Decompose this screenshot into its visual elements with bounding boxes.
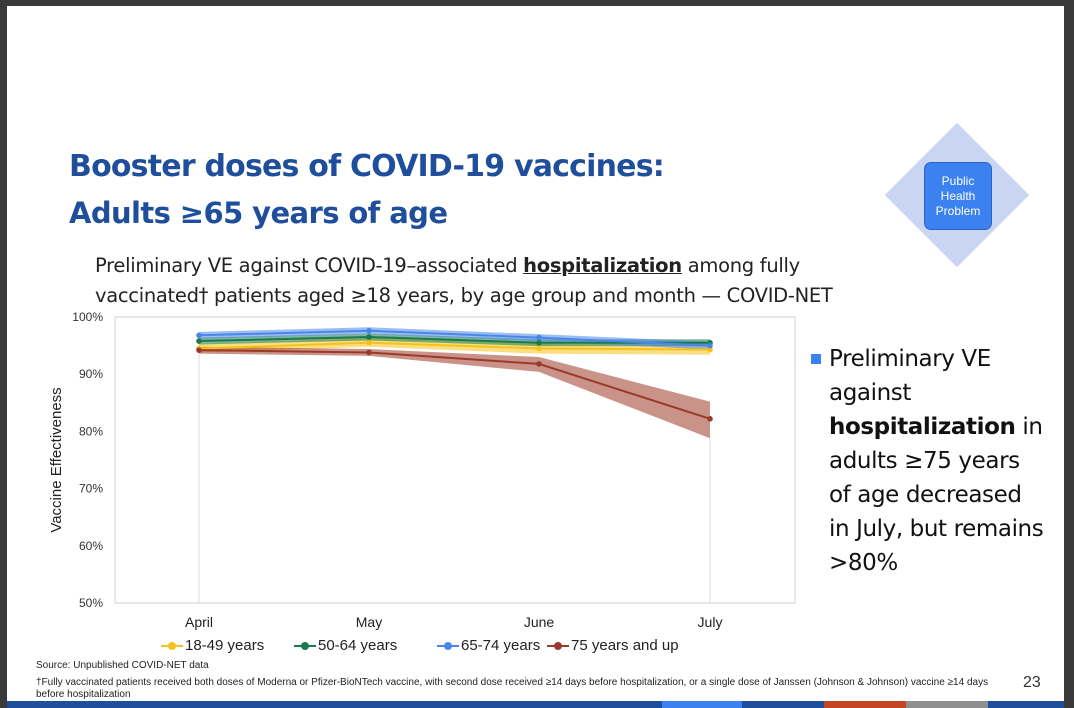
y-tick-label: 100% xyxy=(72,310,103,324)
series-line xyxy=(198,336,710,344)
ci-band xyxy=(199,327,710,350)
plot-area xyxy=(114,316,796,604)
data-point xyxy=(536,345,542,352)
slide: Booster doses of COVID-19 vaccines: Adul… xyxy=(7,6,1064,708)
x-tick-label: May xyxy=(356,614,382,630)
bottom-bar-segment xyxy=(906,701,988,708)
y-tick-label: 50% xyxy=(79,596,103,610)
legend-item: 65-74 years xyxy=(437,637,540,654)
badge-label: Public Health Problem xyxy=(935,173,981,218)
bottom-bar-segment xyxy=(742,701,824,708)
legend-swatch xyxy=(437,639,459,653)
bottom-bar-segment xyxy=(662,701,742,708)
data-point xyxy=(366,349,372,356)
slide-subtitle: Adults ≥65 years of age xyxy=(69,196,448,230)
legend-label: 50-64 years xyxy=(318,637,398,654)
bullet-text-bold: hospitalization xyxy=(829,414,1016,440)
data-point xyxy=(707,342,713,349)
legend-item: 75 years and up xyxy=(547,637,679,654)
ci-band xyxy=(199,346,710,439)
data-point xyxy=(707,416,713,422)
page-number: 23 xyxy=(1023,674,1041,691)
ve-line-chart: 50% 60% 70% 80% 90% 100% Vaccine Effectiveness… xyxy=(48,310,796,630)
x-tick-label: July xyxy=(698,614,723,630)
series-line xyxy=(198,349,711,420)
series-line xyxy=(198,329,711,347)
bullet-text-part2: in adults ≥75 years of age decreased in … xyxy=(829,414,1044,576)
chart-title-part2: among fully vaccinated† patients aged ≥1… xyxy=(95,254,833,307)
data-point xyxy=(536,339,542,346)
series-line xyxy=(198,341,711,351)
data-point xyxy=(366,327,372,334)
badge-box: Public Health Problem xyxy=(924,162,992,230)
data-point xyxy=(366,334,372,340)
data-point xyxy=(536,334,542,341)
data-point xyxy=(707,346,713,353)
legend-label: 65-74 years xyxy=(461,637,541,654)
y-axis-label: Vaccine Effectiveness xyxy=(48,387,65,532)
legend-swatch xyxy=(294,639,316,653)
chart-title-part1: Preliminary VE against COVID-19–associat… xyxy=(95,254,524,277)
data-point xyxy=(196,332,202,339)
chart-title: Preliminary VE against COVID-19–associat… xyxy=(95,251,865,311)
data-point xyxy=(196,347,202,353)
data-point xyxy=(196,338,202,344)
legend-swatch xyxy=(161,639,183,653)
bullet-text-part1: Preliminary VE against xyxy=(829,346,991,406)
chart-legend: 18-49 years 50-64 years 65-74 years 75 year… xyxy=(161,637,701,659)
chart-title-bold: hospitalization xyxy=(523,254,682,277)
bottom-bar-segment xyxy=(824,701,906,708)
footnote: †Fully vaccinated patients received both… xyxy=(36,677,989,700)
bottom-color-bar xyxy=(7,701,1064,708)
legend-item: 18-49 years xyxy=(161,637,264,654)
data-point xyxy=(366,339,372,346)
key-finding-bullet: Preliminary VE against hospitalization i… xyxy=(807,342,1047,580)
x-tick-label: April xyxy=(185,614,213,630)
data-point xyxy=(536,361,542,367)
y-tick-label: 90% xyxy=(79,367,103,381)
legend-swatch xyxy=(547,639,569,653)
legend-item: 50-64 years xyxy=(294,637,397,654)
legend-label: 18-49 years xyxy=(185,637,265,654)
legend-label: 75 years and up xyxy=(571,637,679,654)
x-tick-label: June xyxy=(524,614,555,630)
slide-title: Booster doses of COVID-19 vaccines: xyxy=(69,149,665,184)
y-tick-label: 80% xyxy=(79,424,103,438)
bullet-text: Preliminary VE against hospitalization i… xyxy=(829,342,1047,580)
source-note: Source: Unpublished COVID-NET data xyxy=(36,660,209,671)
public-health-problem-badge: Public Health Problem xyxy=(884,122,1030,268)
bullet-marker xyxy=(811,354,821,364)
y-tick-label: 70% xyxy=(79,482,103,496)
y-tick-label: 60% xyxy=(79,539,103,553)
